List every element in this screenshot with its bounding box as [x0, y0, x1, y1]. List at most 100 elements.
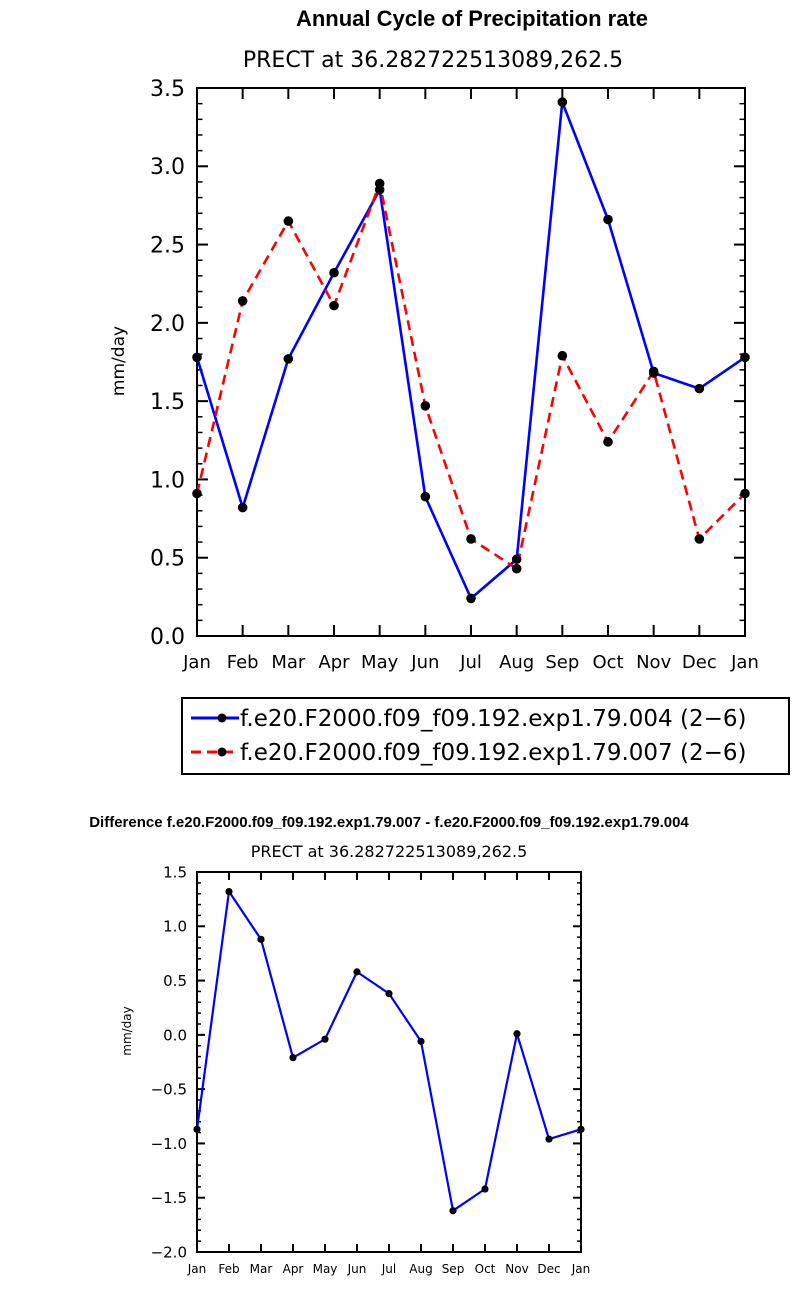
series-point-1 [237, 296, 248, 306]
series-line-0 [195, 100, 746, 600]
chart2-subtitle: PRECT at 36.282722513089,262.5 [251, 842, 528, 861]
xtick-label: Feb [227, 652, 259, 673]
ytick-label: 0.0 [163, 1026, 187, 1044]
xtick-label: May [361, 652, 399, 673]
xtick-label: Nov [505, 1262, 528, 1276]
series-point-0 [192, 352, 202, 363]
series-point-0 [449, 1207, 457, 1215]
series-point-0 [694, 383, 705, 394]
chart2-title: Difference f.e20.F2000.f09_f09.192.exp1.… [89, 814, 689, 831]
series-point-0 [481, 1185, 489, 1193]
series-point-0 [511, 554, 522, 565]
xtick-label: Apr [318, 652, 350, 673]
chart1-ticks [196, 87, 746, 637]
xtick-label: Aug [409, 1262, 432, 1276]
legend-frame [181, 697, 790, 775]
xtick-label: Aug [499, 652, 534, 673]
series-point-0 [603, 214, 613, 225]
xtick-label: Mar [250, 1262, 273, 1276]
ytick-label: −2.0 [151, 1243, 187, 1261]
xtick-label: Apr [283, 1262, 304, 1276]
ytick-label: 0.5 [163, 972, 187, 990]
series-point-0 [420, 491, 431, 502]
chart2-series [193, 887, 585, 1215]
series-point-0 [257, 935, 265, 943]
chart1-plot-frame [196, 87, 746, 637]
series-point-1 [603, 437, 613, 447]
series-point-1 [648, 366, 659, 377]
series-point-0 [557, 97, 568, 107]
series-point-1 [557, 350, 568, 361]
chart1-title: Annual Cycle of Precipitation rate [296, 6, 648, 31]
xtick-label: Dec [537, 1262, 560, 1276]
xtick-label: Jun [410, 652, 439, 673]
series-point-0 [193, 1125, 201, 1133]
series-point-0 [417, 1037, 425, 1045]
ytick-label: 2.0 [150, 312, 185, 337]
series-point-1 [374, 178, 385, 189]
series-point-1 [466, 534, 476, 544]
chart1-ylabel: mm/day [109, 326, 129, 396]
chart2-ylabel: mm/day [120, 1006, 134, 1056]
chart1-xtick-labels: Jan Feb Mar Apr May Jun Jul Aug Sep Oct Nov Dec Jan [182, 652, 759, 673]
legend-label-004: f.e20.F2000.f09_f09.192.exp1.79.004 (2−6… [240, 706, 746, 732]
series-point-0 [283, 354, 294, 364]
xtick-label: Jan [730, 652, 759, 673]
series-point-0 [225, 887, 233, 896]
ytick-label: 0.0 [150, 625, 185, 650]
chart2-xtick-labels: Jan Feb Mar Apr May Jun Jul Aug Sep Oct Nov Dec Jan [187, 1262, 591, 1276]
ytick-label: 0.5 [150, 547, 185, 572]
ytick-label: 3.0 [150, 155, 185, 180]
xtick-label: Sep [442, 1262, 465, 1276]
xtick-label: Nov [636, 652, 671, 673]
series-point-0 [353, 968, 361, 976]
legend-label-007: f.e20.F2000.f09_f09.192.exp1.79.007 (2−6… [240, 740, 746, 766]
ytick-label: 1.5 [150, 390, 185, 415]
series-point-0 [513, 1030, 521, 1038]
chart2-ytick-labels: −2.0 −1.5 −1.0 −0.5 0.0 0.5 1.0 1.5 [151, 863, 187, 1261]
ytick-label: −1.0 [151, 1135, 187, 1153]
series-point-0 [466, 593, 476, 604]
xtick-label: Jan [182, 652, 211, 673]
ytick-label: 1.0 [163, 918, 187, 936]
xtick-label: Jun [347, 1262, 367, 1276]
xtick-label: Jan [571, 1262, 591, 1276]
ytick-label: 2.5 [150, 233, 185, 258]
xtick-label: Oct [592, 652, 623, 673]
ytick-label: 1.5 [163, 863, 187, 881]
chart-difference: Difference f.e20.F2000.f09_f09.192.exp1.… [89, 814, 689, 1276]
series-point-1 [283, 216, 294, 226]
series-point-1 [329, 300, 339, 311]
series-point-0 [329, 267, 339, 278]
ytick-label: 3.5 [150, 77, 185, 102]
xtick-label: Mar [271, 652, 306, 673]
series-point-0 [321, 1035, 329, 1043]
series-point-1 [192, 488, 202, 499]
ytick-label: 1.0 [150, 468, 185, 493]
series-point-1 [511, 563, 522, 574]
xtick-label: Feb [218, 1262, 239, 1276]
xtick-label: Jul [459, 652, 482, 673]
chart1-legend: f.e20.F2000.f09_f09.192.exp1.79.004 (2−6… [181, 697, 790, 775]
series-point-0 [577, 1125, 585, 1133]
legend-marker-004 [217, 713, 227, 723]
series-point-0 [740, 352, 750, 363]
legend-marker-007 [217, 747, 227, 757]
ytick-label: −0.5 [151, 1081, 187, 1099]
xtick-label: Jan [187, 1262, 207, 1276]
xtick-label: Oct [475, 1262, 496, 1276]
chart2-ticks [196, 871, 582, 1253]
ytick-label: −1.5 [151, 1189, 187, 1207]
chart-annual-cycle: Annual Cycle of Precipitation rate PRECT… [109, 6, 759, 673]
series-line-0 [195, 890, 582, 1212]
chart1-ytick-labels: 0.0 0.5 1.0 1.5 2.0 2.5 3.0 3.5 [150, 77, 185, 650]
xtick-label: Sep [545, 652, 579, 673]
series-point-0 [289, 1054, 297, 1062]
series-point-1 [420, 401, 431, 411]
xtick-label: Jul [381, 1262, 396, 1276]
series-point-1 [740, 488, 750, 499]
xtick-label: May [313, 1262, 338, 1276]
series-point-1 [694, 534, 705, 544]
chart1-series [192, 97, 750, 604]
